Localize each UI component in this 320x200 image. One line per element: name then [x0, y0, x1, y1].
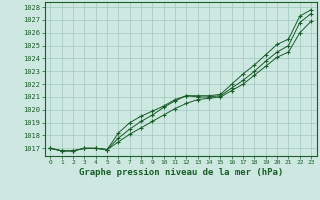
X-axis label: Graphe pression niveau de la mer (hPa): Graphe pression niveau de la mer (hPa) — [79, 168, 283, 177]
